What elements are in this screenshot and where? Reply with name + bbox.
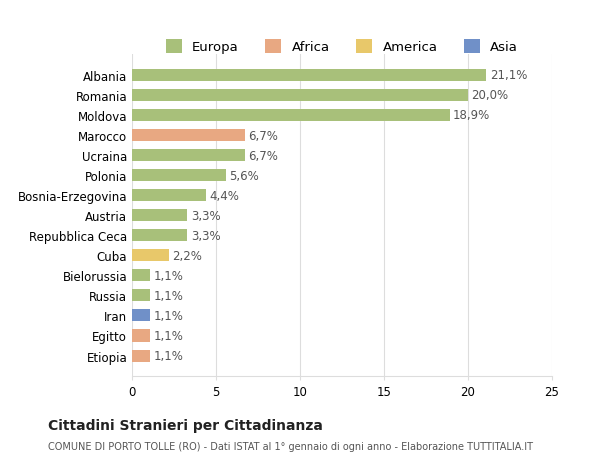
Text: 3,3%: 3,3%	[191, 229, 220, 242]
Text: COMUNE DI PORTO TOLLE (RO) - Dati ISTAT al 1° gennaio di ogni anno - Elaborazion: COMUNE DI PORTO TOLLE (RO) - Dati ISTAT …	[48, 441, 533, 451]
Bar	[132, 270, 151, 282]
Text: 6,7%: 6,7%	[248, 129, 278, 142]
Bar	[132, 350, 151, 362]
Text: 1,1%: 1,1%	[154, 349, 184, 362]
Text: 20,0%: 20,0%	[472, 89, 508, 102]
Bar	[132, 170, 226, 182]
Bar	[132, 310, 151, 322]
Bar	[132, 290, 151, 302]
Bar	[132, 210, 187, 222]
Text: 21,1%: 21,1%	[490, 69, 527, 82]
Bar	[132, 130, 245, 142]
Bar	[132, 250, 169, 262]
Text: 4,4%: 4,4%	[209, 189, 239, 202]
Text: 1,1%: 1,1%	[154, 289, 184, 302]
Bar	[132, 70, 487, 82]
Legend: Europa, Africa, America, Asia: Europa, Africa, America, Asia	[162, 36, 522, 58]
Text: 1,1%: 1,1%	[154, 309, 184, 322]
Text: 1,1%: 1,1%	[154, 269, 184, 282]
Text: 6,7%: 6,7%	[248, 149, 278, 162]
Bar	[132, 150, 245, 162]
Text: Cittadini Stranieri per Cittadinanza: Cittadini Stranieri per Cittadinanza	[48, 418, 323, 431]
Bar	[132, 90, 468, 102]
Bar	[132, 330, 151, 342]
Text: 5,6%: 5,6%	[229, 169, 259, 182]
Text: 3,3%: 3,3%	[191, 209, 220, 222]
Text: 1,1%: 1,1%	[154, 329, 184, 342]
Text: 18,9%: 18,9%	[453, 109, 490, 122]
Bar	[132, 190, 206, 202]
Text: 2,2%: 2,2%	[172, 249, 202, 262]
Bar	[132, 110, 449, 122]
Bar	[132, 230, 187, 242]
